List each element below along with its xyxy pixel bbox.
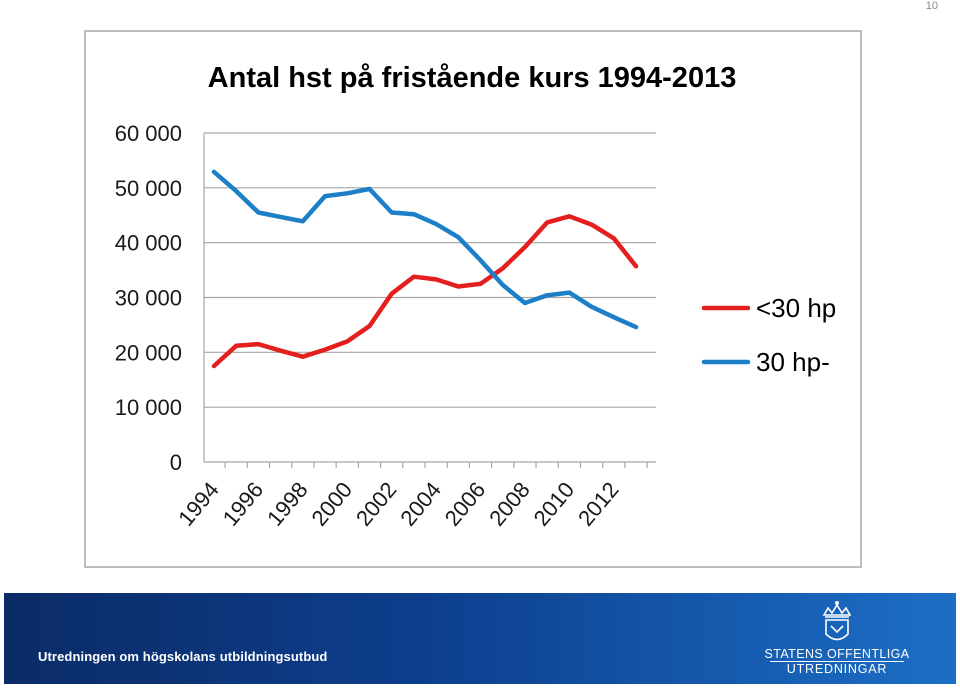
- y-tick-label: 40 000: [115, 231, 182, 256]
- y-tick-label: 10 000: [115, 395, 182, 420]
- y-tick-label: 0: [170, 450, 182, 475]
- footer-title: Utredningen om högskolans utbildningsutb…: [38, 649, 328, 664]
- footer-band: Utredningen om högskolans utbildningsutb…: [4, 593, 956, 684]
- x-tick-label: 2008: [484, 477, 535, 531]
- x-tick-label: 2002: [351, 477, 402, 531]
- y-tick-label: 60 000: [115, 121, 182, 146]
- page-number: 10: [925, 0, 938, 12]
- x-tick-label: 1994: [173, 477, 224, 531]
- x-tick-label: 2004: [395, 477, 446, 531]
- y-tick-label: 30 000: [115, 286, 182, 311]
- y-tick-label: 50 000: [115, 176, 182, 201]
- x-tick-label: 2010: [529, 477, 580, 531]
- x-tick-label: 2012: [573, 477, 624, 531]
- line-chart: Antal hst på fristående kurs 1994-2013 0…: [115, 62, 837, 531]
- chart-title: Antal hst på fristående kurs 1994-2013: [208, 62, 737, 94]
- x-tick-label: 2006: [440, 477, 491, 531]
- crown-shield-icon: [822, 601, 852, 641]
- legend-label: <30 hp: [756, 293, 836, 323]
- series-lines: [211, 169, 639, 369]
- logo-line-2: UTREDNINGAR: [786, 662, 888, 676]
- series-line: [211, 169, 639, 330]
- logo-line-1: STATENS OFFENTLIGA: [764, 647, 910, 661]
- gridlines: [204, 132, 656, 408]
- x-tick-label: 2000: [306, 477, 357, 531]
- legend-label: 30 hp-: [756, 347, 830, 377]
- axes: 0 10 000 20 000 30 000 40 000 50 000 60 000 199…: [115, 121, 656, 531]
- chart-frame: Antal hst på fristående kurs 1994-2013 0…: [84, 30, 862, 568]
- series-line: [211, 214, 639, 369]
- legend: <30 hp 30 hp-: [701, 293, 836, 377]
- y-tick-label: 20 000: [115, 340, 182, 365]
- x-tick-label: 1996: [218, 477, 269, 531]
- sou-logo: STATENS OFFENTLIGA UTREDNINGAR: [762, 599, 912, 679]
- x-tick-label: 1998: [262, 477, 313, 531]
- logo-divider: [770, 661, 904, 662]
